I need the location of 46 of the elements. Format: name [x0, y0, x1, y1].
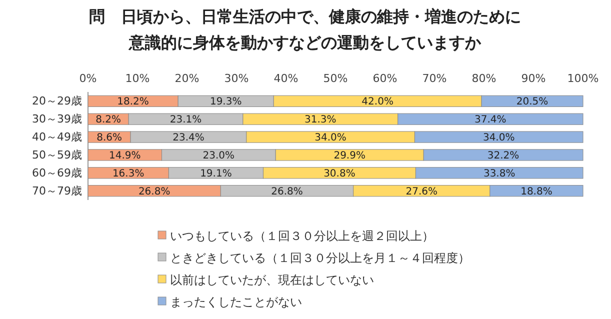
x-tick-label: 90%: [521, 72, 546, 85]
data-label: 23.1%: [170, 114, 202, 126]
data-label: 34.0%: [314, 132, 346, 144]
data-label: 18.8%: [520, 186, 552, 198]
data-label: 34.0%: [482, 132, 515, 144]
x-tick-label: 20%: [174, 72, 200, 85]
y-tick-label: 40～49歳: [32, 130, 82, 144]
x-tick-label: 50%: [323, 72, 348, 85]
data-label: 33.8%: [483, 168, 516, 180]
data-label: 23.0%: [202, 150, 235, 162]
x-tick-label: 100%: [567, 72, 599, 85]
data-label: 29.9%: [334, 150, 366, 162]
x-tick-label: 30%: [224, 72, 249, 85]
data-label: 27.6%: [406, 186, 438, 198]
data-label: 32.2%: [487, 150, 520, 162]
legend-label: まったくしたことがない: [170, 295, 302, 310]
x-tick-label: 0%: [79, 72, 97, 85]
data-label: 26.8%: [138, 186, 170, 198]
data-label: 18.2%: [117, 96, 149, 108]
data-label: 19.1%: [200, 168, 232, 180]
y-tick-label: 50～59歳: [32, 148, 82, 162]
data-label: 19.3%: [210, 96, 242, 108]
y-tick-label: 30～39歳: [32, 112, 82, 126]
legend-label: いつもしている（１回３０分以上を週２回以上）: [170, 229, 434, 244]
legend-label: ときどきしている（１回３０分以上を月１～４回程度）: [170, 251, 470, 266]
data-label: 8.2%: [96, 114, 121, 126]
x-tick-label: 60%: [372, 72, 398, 85]
x-tick-label: 10%: [125, 72, 150, 85]
x-tick-label: 70%: [422, 72, 447, 85]
x-tick-label: 40%: [274, 72, 298, 85]
data-label: 30.8%: [324, 168, 356, 180]
x-tick-label: 80%: [472, 72, 496, 85]
y-tick-label: 70～79歳: [32, 184, 82, 198]
data-label: 14.9%: [108, 150, 141, 162]
y-tick-label: 60～69歳: [32, 166, 82, 180]
y-tick-label: 20～29歳: [32, 94, 82, 108]
data-label: 20.5%: [516, 96, 548, 108]
data-label: 16.3%: [112, 168, 144, 180]
data-label: 26.8%: [271, 186, 303, 198]
legend-label: 以前はしていたが、現在はしていない: [170, 273, 374, 288]
data-label: 8.6%: [96, 132, 122, 144]
data-label: 31.3%: [304, 114, 336, 126]
chart-title: 問 日頃から、日常生活の中で、健康の維持・増進のために意識的に身体を動かすなどの運動をしていますか: [89, 7, 521, 52]
data-label: 42.0%: [362, 96, 394, 108]
data-label: 37.4%: [474, 114, 506, 126]
data-label: 23.4%: [172, 132, 204, 144]
